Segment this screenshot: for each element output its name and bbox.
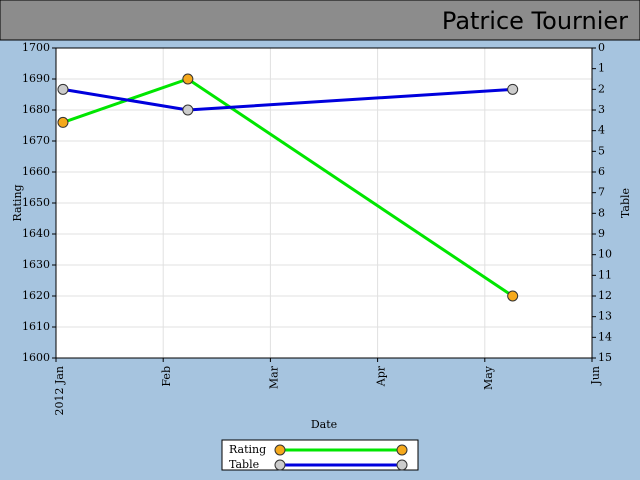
y2-tick-label: 10 [598, 248, 612, 261]
y-tick-label: 1660 [22, 165, 50, 178]
x-tick-label: 2012 Jan [53, 366, 66, 416]
y-tick-label: 1670 [22, 134, 50, 147]
y2-axis-label: Table [619, 188, 632, 218]
y-tick-label: 1700 [22, 41, 50, 54]
x-tick-label: Feb [160, 366, 173, 387]
x-tick-label: May [482, 365, 495, 390]
point [182, 73, 194, 85]
chart-title: Patrice Tournier [442, 7, 628, 35]
y2-tick-label: 1 [598, 62, 605, 75]
y-tick-label: 1680 [22, 103, 50, 116]
x-tick-label: Apr [375, 365, 388, 387]
y2-tick-label: 4 [598, 124, 605, 137]
y2-tick-label: 13 [598, 310, 612, 323]
legend-label: Table [229, 458, 259, 471]
y-tick-label: 1620 [22, 289, 50, 302]
x-tick-label: Jun [589, 366, 602, 386]
legend-marker [274, 459, 286, 471]
point [182, 104, 194, 116]
point [57, 83, 69, 95]
plot-frame [55, 47, 593, 359]
y-tick-label: 1630 [22, 258, 50, 271]
point [57, 116, 69, 128]
y2-tick-label: 15 [598, 351, 612, 364]
y2-tick-label: 9 [598, 227, 605, 240]
y2-tick-label: 5 [598, 144, 605, 157]
legend-marker [274, 444, 286, 456]
y2-tick-label: 12 [598, 289, 612, 302]
y-tick-label: 1600 [22, 351, 50, 364]
legend-label: Rating [229, 443, 266, 456]
y-tick-label: 1610 [22, 320, 50, 333]
y-tick-label: 1650 [22, 196, 50, 209]
y2-tick-label: 0 [598, 41, 605, 54]
y-tick-label: 1690 [22, 72, 50, 85]
y-tick-label: 1640 [22, 227, 50, 240]
x-tick-label: Mar [267, 365, 280, 389]
point [507, 290, 519, 302]
legend-marker [396, 459, 408, 471]
y2-tick-label: 11 [598, 268, 612, 281]
y2-tick-label: 7 [598, 186, 605, 199]
point [507, 83, 519, 95]
y2-tick-label: 2 [598, 82, 605, 95]
y2-tick-label: 3 [598, 103, 605, 116]
y2-tick-label: 8 [598, 206, 605, 219]
y2-tick-label: 14 [598, 330, 612, 343]
y-axis-label: Rating [11, 184, 24, 221]
legend-marker [396, 444, 408, 456]
y2-tick-label: 6 [598, 165, 605, 178]
x-axis-label: Date [311, 418, 337, 431]
header [0, 0, 640, 41]
